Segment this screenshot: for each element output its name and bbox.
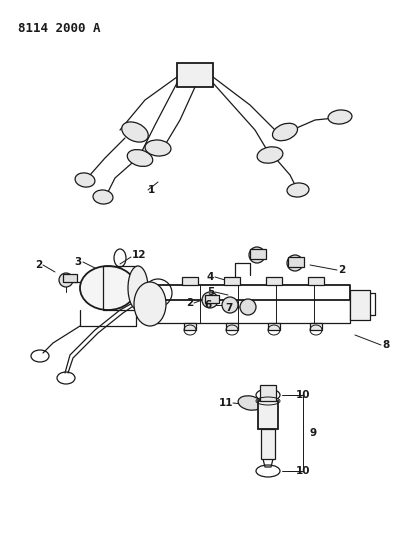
Bar — [103, 266, 138, 310]
Bar — [307, 277, 323, 285]
Ellipse shape — [221, 297, 237, 313]
Text: 7: 7 — [225, 303, 232, 313]
Bar — [309, 323, 321, 330]
Ellipse shape — [239, 299, 255, 315]
Ellipse shape — [286, 183, 308, 197]
Ellipse shape — [134, 282, 166, 326]
Bar — [261, 429, 274, 459]
Bar — [204, 295, 218, 303]
Bar — [223, 277, 239, 285]
Text: 12: 12 — [132, 250, 146, 260]
Ellipse shape — [238, 396, 261, 410]
Ellipse shape — [93, 190, 113, 204]
Bar — [257, 401, 277, 429]
Bar — [249, 249, 265, 259]
Text: 8114 2000 A: 8114 2000 A — [18, 22, 100, 35]
Text: 2: 2 — [35, 260, 42, 270]
Text: 6: 6 — [204, 300, 211, 310]
Ellipse shape — [80, 266, 136, 310]
Ellipse shape — [248, 247, 264, 263]
Bar — [184, 323, 196, 330]
Text: 10: 10 — [295, 390, 310, 400]
Ellipse shape — [127, 150, 153, 166]
Ellipse shape — [128, 266, 148, 310]
Ellipse shape — [145, 140, 171, 156]
Text: 2: 2 — [337, 265, 344, 275]
Text: 2: 2 — [185, 298, 193, 308]
Ellipse shape — [202, 292, 218, 308]
Bar — [182, 277, 198, 285]
Ellipse shape — [121, 122, 148, 142]
Text: 3: 3 — [74, 257, 82, 267]
Bar — [177, 63, 213, 87]
Ellipse shape — [59, 273, 73, 287]
Bar — [349, 290, 369, 320]
Bar — [267, 323, 279, 330]
Text: 11: 11 — [218, 398, 232, 408]
Bar — [265, 277, 281, 285]
Bar — [63, 274, 77, 282]
Text: 9: 9 — [309, 428, 316, 438]
Ellipse shape — [286, 255, 302, 271]
Ellipse shape — [327, 110, 351, 124]
Bar — [259, 385, 275, 401]
Text: 5: 5 — [206, 287, 213, 297]
Bar — [225, 323, 237, 330]
Ellipse shape — [75, 173, 95, 187]
Text: 1: 1 — [148, 185, 155, 195]
Text: 10: 10 — [295, 466, 310, 476]
Bar — [287, 257, 303, 267]
Text: 4: 4 — [206, 272, 213, 282]
Ellipse shape — [272, 123, 297, 141]
Text: 8: 8 — [381, 340, 388, 350]
Ellipse shape — [256, 147, 282, 163]
